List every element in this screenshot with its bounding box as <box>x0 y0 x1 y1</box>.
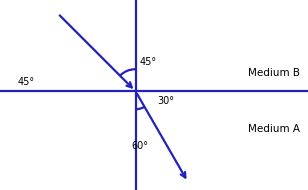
Text: 45°: 45° <box>18 77 34 87</box>
Text: 60°: 60° <box>132 141 148 151</box>
Text: Medium B: Medium B <box>248 68 300 78</box>
Text: 30°: 30° <box>157 96 175 106</box>
Text: 45°: 45° <box>140 57 157 67</box>
Text: Medium A: Medium A <box>248 124 300 134</box>
